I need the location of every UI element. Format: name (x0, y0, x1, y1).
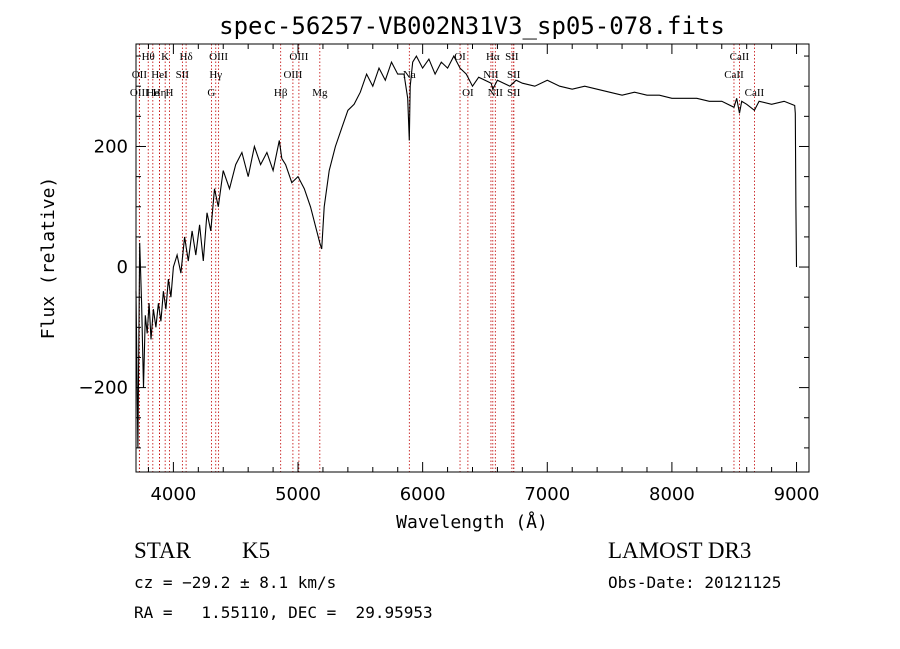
object-subclass: K5 (242, 538, 271, 563)
line-label-8: H (166, 87, 174, 99)
line-label-9: Hδ (180, 51, 193, 63)
line-label-6: Hη (153, 87, 167, 99)
x-axis-label: Wavelength (Å) (396, 511, 548, 533)
flux-series-line (135, 54, 798, 448)
x-tick-label-0: 4000 (150, 484, 196, 505)
line-label-15: OIII (283, 69, 302, 81)
emission-line-markers (138, 44, 755, 472)
line-label-20: Hα (486, 51, 500, 63)
y-tick-label-2: 200 (94, 136, 128, 157)
line-label-2: OIII (130, 87, 149, 99)
line-label-7: SII (176, 69, 190, 81)
x-tick-label-3: 7000 (524, 484, 570, 505)
x-tick-label-5: 9000 (774, 484, 820, 505)
line-label-4: K (161, 51, 169, 63)
y-tick-label-1: 0 (117, 257, 128, 278)
line-label-23: SII (505, 51, 519, 63)
survey-name: LAMOST DR3 (608, 538, 752, 563)
line-label-16: Mg (312, 87, 328, 99)
x-tick-label-2: 6000 (400, 484, 446, 505)
line-label-5: HeI (151, 69, 168, 81)
x-tick-label-1: 5000 (275, 484, 321, 505)
line-label-19: OI (462, 87, 474, 99)
line-label-22: NII (488, 87, 504, 99)
coordinates: RA = 1.55110, DEC = 29.95953 (134, 603, 433, 622)
redshift-info: cz = −29.2 ± 8.1 km/s (134, 573, 337, 592)
line-label-27: CaII (724, 69, 744, 81)
x-tick-label-4: 8000 (649, 484, 695, 505)
line-label-13: Hβ (274, 87, 288, 99)
y-tick-label-0: −200 (79, 378, 128, 399)
y-axis-label: Flux (relative) (38, 177, 59, 340)
line-label-0: Hθ (142, 51, 155, 63)
line-label-21: NII (483, 69, 499, 81)
line-label-26: CaII (730, 51, 750, 63)
line-label-24: SII (507, 69, 521, 81)
object-class: STAR (134, 538, 191, 563)
line-label-25: SII (507, 87, 521, 99)
chart-title: spec-56257-VB002N31V3_sp05-078.fits (219, 12, 725, 40)
line-label-11: Hγ (209, 69, 222, 81)
x-axis: 4000 5000 6000 7000 8000 9000 (147, 44, 820, 505)
line-label-17: Na (403, 69, 416, 81)
line-label-18: OI (454, 51, 466, 63)
line-label-10: OIII (209, 51, 228, 63)
line-label-28: CaII (745, 87, 765, 99)
line-label-12: G (207, 87, 215, 99)
line-label-1: OII (132, 69, 148, 81)
line-label-3: He (146, 87, 159, 99)
plot-frame (135, 43, 810, 473)
observation-date: Obs-Date: 20121125 (608, 573, 782, 592)
line-label-14: OIII (289, 51, 308, 63)
y-axis: −200 0 200 (79, 55, 809, 449)
